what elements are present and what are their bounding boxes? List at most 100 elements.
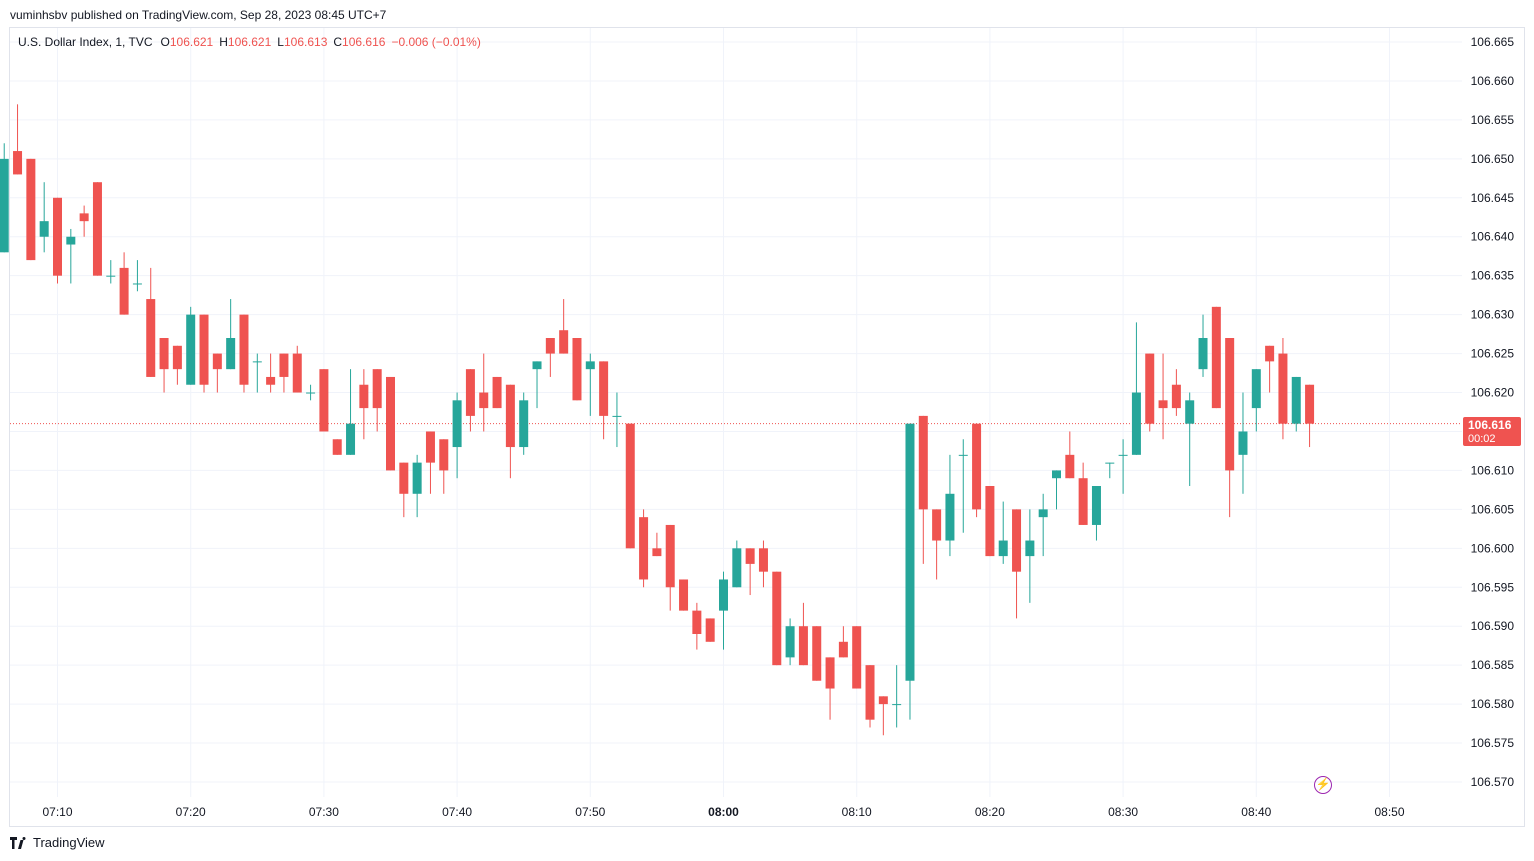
candle[interactable] [146, 267, 156, 377]
symbol-name[interactable]: U.S. Dollar Index, 1, TVC [18, 35, 153, 49]
tradingview-brand[interactable]: TradingView [10, 835, 105, 850]
candle[interactable] [239, 314, 249, 393]
candle[interactable] [732, 540, 742, 588]
candle[interactable] [572, 338, 582, 401]
candle[interactable] [758, 540, 768, 588]
candle[interactable] [346, 369, 356, 455]
candle[interactable] [1131, 322, 1141, 455]
candle[interactable] [825, 657, 835, 720]
candle[interactable] [252, 353, 262, 393]
candle[interactable] [172, 345, 182, 385]
candle[interactable] [39, 182, 49, 253]
candle[interactable] [159, 338, 169, 393]
candle[interactable] [106, 260, 116, 284]
candle[interactable] [945, 454, 955, 557]
candle[interactable] [479, 353, 489, 432]
candle[interactable] [319, 369, 329, 432]
candle[interactable] [998, 501, 1008, 564]
candle[interactable] [559, 299, 569, 354]
candle[interactable] [519, 392, 529, 455]
candle[interactable] [1278, 338, 1288, 440]
candle[interactable] [785, 618, 795, 666]
candle[interactable] [13, 104, 23, 175]
candle[interactable] [292, 345, 302, 393]
candle[interactable] [905, 423, 915, 720]
candle[interactable] [186, 306, 196, 385]
candle[interactable] [745, 548, 755, 596]
candle[interactable] [892, 665, 902, 728]
candle[interactable] [719, 571, 728, 650]
candle[interactable] [1265, 345, 1275, 393]
candle[interactable] [1145, 353, 1155, 432]
candle[interactable] [1238, 392, 1248, 494]
candle[interactable] [492, 376, 502, 409]
candle[interactable] [26, 158, 36, 261]
candle[interactable] [92, 182, 102, 276]
candle[interactable] [932, 509, 942, 580]
candle[interactable] [625, 423, 635, 549]
candle[interactable] [865, 665, 875, 728]
candle[interactable] [386, 376, 395, 471]
candle[interactable] [972, 423, 982, 518]
candle[interactable] [1078, 462, 1088, 525]
candle[interactable] [1185, 392, 1195, 486]
candle[interactable] [119, 252, 129, 315]
candle[interactable] [1198, 314, 1208, 377]
candle[interactable] [958, 439, 968, 533]
candle[interactable] [132, 260, 142, 292]
candle[interactable] [79, 205, 89, 237]
candle[interactable] [425, 431, 435, 494]
candle[interactable] [452, 392, 462, 479]
candle[interactable] [1038, 493, 1048, 557]
candle[interactable] [212, 353, 222, 393]
candle[interactable] [1052, 470, 1061, 510]
candle[interactable] [692, 602, 702, 650]
candle[interactable] [1305, 384, 1315, 448]
candle[interactable] [1118, 439, 1128, 494]
candle[interactable] [918, 415, 928, 564]
candle[interactable] [1225, 338, 1235, 518]
candle[interactable] [199, 314, 209, 393]
candle[interactable] [585, 353, 595, 416]
candle[interactable] [612, 392, 622, 448]
candle[interactable] [1025, 509, 1035, 603]
candle[interactable] [798, 602, 808, 666]
candle[interactable] [852, 626, 862, 689]
candle[interactable] [439, 439, 449, 494]
candle[interactable] [545, 338, 555, 377]
candle[interactable] [1251, 369, 1261, 432]
candle[interactable] [1211, 306, 1221, 409]
candle[interactable] [772, 571, 782, 666]
candle[interactable] [226, 299, 236, 370]
candle[interactable] [306, 384, 316, 401]
lightning-icon[interactable]: ⚡ [1314, 776, 1332, 794]
candle[interactable] [532, 361, 542, 409]
candle[interactable] [639, 509, 649, 588]
candle[interactable] [1158, 353, 1168, 440]
candle[interactable] [679, 579, 689, 611]
candle[interactable] [266, 353, 276, 393]
candle[interactable] [66, 228, 76, 284]
candle[interactable] [652, 532, 662, 557]
candle[interactable] [838, 626, 848, 658]
candle[interactable] [505, 384, 515, 479]
candle[interactable] [1012, 509, 1022, 619]
candle[interactable] [1171, 369, 1181, 416]
candle[interactable] [359, 369, 369, 440]
candle[interactable] [372, 369, 382, 432]
candle[interactable] [1105, 462, 1115, 479]
candle[interactable] [985, 486, 995, 557]
candle[interactable] [53, 197, 62, 284]
candle[interactable] [279, 353, 289, 393]
candle[interactable] [878, 696, 888, 736]
candle[interactable] [665, 524, 675, 611]
candle[interactable] [812, 626, 822, 681]
candle[interactable] [399, 462, 409, 518]
candle[interactable] [412, 454, 422, 518]
candle[interactable] [1065, 431, 1075, 479]
candle[interactable] [705, 618, 715, 642]
candle[interactable] [1091, 486, 1101, 541]
candle[interactable] [332, 439, 342, 455]
candle[interactable] [1291, 376, 1301, 432]
